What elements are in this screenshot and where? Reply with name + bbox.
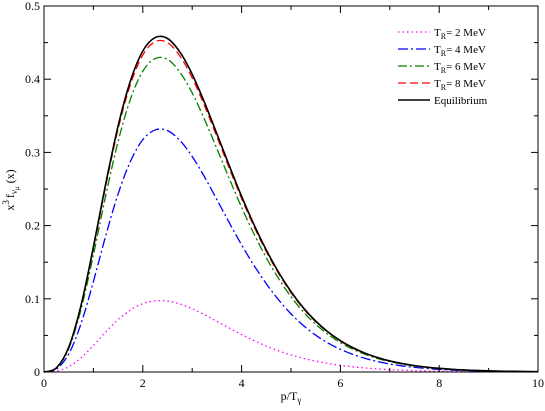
x-tick-label: 8 <box>436 376 442 390</box>
y-tick-label: 0.2 <box>25 219 40 233</box>
x-tick-label: 10 <box>532 376 544 390</box>
y-axis-label: x3 fνμ (x) <box>1 169 21 210</box>
y-tick-label: 0.3 <box>25 145 40 159</box>
x-tick-label: 0 <box>41 376 47 390</box>
axes-layer: 0 2 4 6 8 10 0 0.1 0.2 0.3 0.4 0.5 <box>25 0 544 390</box>
y-tick-label: 0 <box>34 365 40 379</box>
x-axis-label-main: p/T <box>281 389 298 403</box>
legend: TR= 2 MeV TR= 4 MeV TR= 6 MeV TR= 8 MeV Equi… <box>398 27 488 107</box>
y-axis-label-subsubscript: μ <box>13 186 21 190</box>
legend-label-2: TR= 4 MeV <box>434 44 486 58</box>
x-tick-label: 2 <box>140 376 146 390</box>
x-tick-label: 6 <box>337 376 343 390</box>
legend-label-1: TR= 2 MeV <box>434 27 486 41</box>
y-axis-label-superscript: 3 <box>1 200 11 205</box>
x-axis-label-subscript: γ <box>296 395 301 405</box>
series-layer <box>43 35 539 373</box>
legend-label-3: TR= 6 MeV <box>434 61 486 75</box>
legend-label-5: Equilibrium <box>434 95 488 107</box>
y-axis-label-f: f <box>3 194 17 198</box>
x-tick-label: 4 <box>239 376 245 390</box>
y-axis-label-argument: (x) <box>3 169 17 183</box>
y-tick-label: 0.5 <box>25 0 40 13</box>
y-tick-label: 0.4 <box>25 72 40 86</box>
y-tick-label: 0.1 <box>25 292 40 306</box>
y-axis-label-x: x <box>3 205 17 211</box>
series-line-1 <box>43 299 539 373</box>
y-axis-label-subscript: ν <box>9 190 19 194</box>
x-axis-label: p/Tγ <box>281 389 302 405</box>
legend-label-4: TR= 8 MeV <box>434 78 486 92</box>
series-line-5 <box>43 35 539 373</box>
